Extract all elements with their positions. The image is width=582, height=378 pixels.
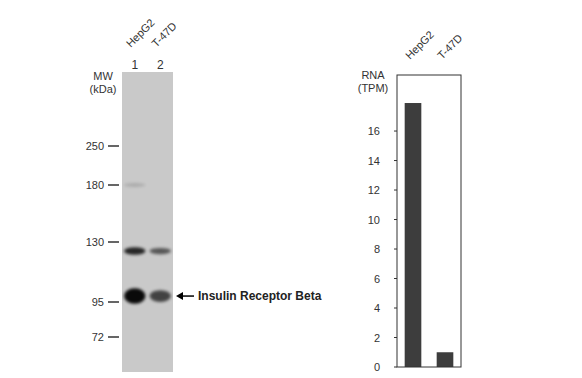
marker-label: 72 <box>92 331 104 343</box>
y-tick <box>394 278 397 279</box>
marker-tick <box>108 336 119 338</box>
y-tick-label: 6 <box>374 273 380 285</box>
y-tick-label: 14 <box>368 155 380 167</box>
marker-tick <box>108 241 119 243</box>
bar <box>437 352 454 367</box>
figure: HepG2 1 T-47D 2 MW(kDa) 250 180 130 95 72 Insulin … <box>0 0 582 378</box>
bars <box>405 103 454 367</box>
bar <box>405 103 422 367</box>
y-tick <box>394 249 397 250</box>
y-tick-label: 4 <box>374 302 380 314</box>
band <box>150 290 171 302</box>
y-axis-label: RNA(TPM) <box>358 69 389 94</box>
lane-number: 1 <box>131 58 138 72</box>
marker-tick <box>108 301 119 303</box>
y-tick <box>394 160 397 161</box>
y-tick-label: 8 <box>374 243 380 255</box>
category-label: T-47D <box>435 32 465 62</box>
y-tick <box>394 131 397 132</box>
marker-tick <box>108 145 119 147</box>
y-tick-label: 0 <box>374 361 380 373</box>
bands <box>124 183 171 304</box>
lane-number: 2 <box>157 58 164 72</box>
arrow-head <box>176 292 183 300</box>
band <box>124 247 145 255</box>
category-label: HepG2 <box>403 28 436 61</box>
plot-frame <box>397 75 461 367</box>
band <box>124 183 145 187</box>
y-tick <box>394 190 397 191</box>
mw-label: MW(kDa) <box>90 70 117 95</box>
gel <box>122 72 173 372</box>
band <box>124 288 145 304</box>
y-tick <box>394 308 397 309</box>
y-tick <box>394 367 397 368</box>
marker-label: 95 <box>92 296 104 308</box>
y-tick <box>394 337 397 338</box>
marker-label: 250 <box>86 140 104 152</box>
annotation: Insulin Receptor Beta <box>198 289 322 303</box>
y-tick-label: 12 <box>368 184 380 196</box>
y-tick-label: 16 <box>368 125 380 137</box>
marker-tick <box>108 184 119 186</box>
y-tick-label: 10 <box>368 214 380 226</box>
band <box>150 248 171 254</box>
y-tick-label: 2 <box>374 332 380 344</box>
lane-label: T-47D <box>149 20 179 50</box>
y-tick <box>394 219 397 220</box>
marker-label: 130 <box>86 236 104 248</box>
marker-label: 180 <box>86 179 104 191</box>
